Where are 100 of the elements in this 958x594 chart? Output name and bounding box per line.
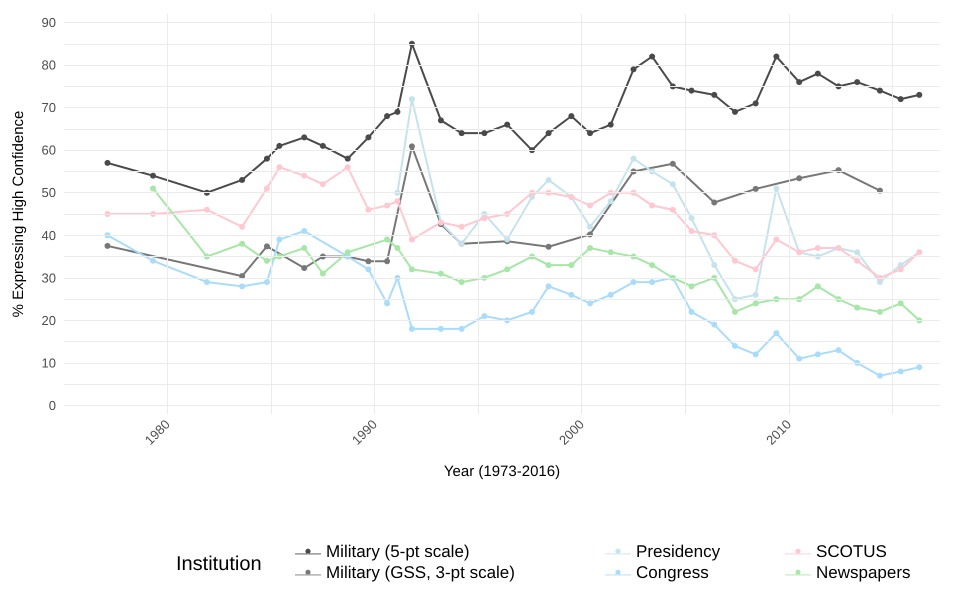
- point: [916, 92, 922, 98]
- point: [670, 160, 676, 167]
- point: [796, 356, 802, 362]
- point: [711, 322, 718, 328]
- point: [458, 224, 465, 230]
- y-tick-label: 80: [42, 58, 56, 73]
- point: [301, 228, 308, 234]
- point: [814, 245, 821, 252]
- point: [546, 283, 552, 290]
- point: [773, 236, 780, 243]
- legend-label: Congress: [636, 563, 709, 582]
- point: [458, 326, 465, 332]
- point: [876, 372, 883, 379]
- point: [608, 122, 614, 128]
- y-tick-label: 10: [42, 355, 56, 370]
- point: [568, 292, 574, 298]
- point: [688, 308, 694, 315]
- point: [320, 142, 326, 149]
- point: [481, 313, 488, 320]
- point: [438, 117, 444, 124]
- point: [276, 142, 282, 149]
- point: [649, 202, 656, 208]
- point: [365, 258, 372, 264]
- point: [365, 206, 372, 213]
- point: [344, 249, 351, 256]
- point: [876, 88, 883, 94]
- point: [898, 266, 904, 272]
- point: [301, 134, 308, 140]
- point: [504, 122, 510, 128]
- point: [752, 351, 759, 358]
- y-tick-label: 60: [42, 142, 56, 158]
- point: [711, 92, 718, 98]
- point: [264, 243, 270, 250]
- point: [546, 262, 552, 268]
- point: [344, 164, 351, 170]
- point: [384, 113, 390, 120]
- point: [898, 96, 904, 102]
- point: [344, 156, 351, 162]
- point: [320, 181, 326, 188]
- point: [688, 88, 694, 94]
- point: [630, 156, 637, 162]
- point: [408, 143, 415, 150]
- point: [104, 242, 110, 249]
- point: [814, 283, 821, 290]
- point: [276, 236, 282, 243]
- point: [630, 279, 637, 286]
- point: [732, 308, 738, 315]
- point: [587, 130, 594, 136]
- point: [752, 186, 759, 192]
- x-axis-title: Year (1973-2016): [444, 463, 560, 480]
- point: [301, 245, 308, 252]
- point: [854, 249, 860, 256]
- y-tick-label: 20: [42, 312, 56, 328]
- point: [384, 300, 390, 306]
- point: [408, 236, 415, 243]
- legend-label: SCOTUS: [816, 542, 887, 561]
- point: [688, 283, 694, 290]
- point: [301, 172, 308, 179]
- point: [732, 258, 738, 264]
- legend-label: Military (GSS, 3-pt scale): [326, 563, 515, 582]
- point: [394, 198, 400, 204]
- point: [264, 258, 270, 264]
- point: [670, 181, 676, 188]
- point: [301, 265, 308, 272]
- point: [394, 108, 400, 115]
- point: [796, 79, 802, 86]
- point: [608, 198, 614, 204]
- point: [239, 176, 246, 183]
- point: [608, 249, 614, 256]
- point: [546, 244, 552, 250]
- point: [752, 266, 759, 272]
- y-tick-label: 30: [42, 270, 56, 286]
- point: [854, 258, 860, 264]
- point: [649, 279, 656, 286]
- y-tick-label: 70: [42, 100, 56, 116]
- point: [384, 258, 390, 264]
- point: [773, 185, 780, 192]
- point: [814, 351, 821, 358]
- point: [898, 300, 904, 306]
- point: [688, 228, 694, 234]
- point: [408, 96, 415, 102]
- y-axis-title: % Expressing High Confidence: [10, 110, 27, 318]
- point: [529, 308, 536, 315]
- point: [752, 300, 759, 306]
- point: [150, 258, 156, 264]
- point: [630, 66, 637, 72]
- point: [239, 283, 246, 290]
- point: [276, 164, 282, 170]
- y-tick-label: 40: [42, 228, 56, 243]
- point: [854, 79, 860, 86]
- point: [587, 224, 594, 230]
- point: [752, 100, 759, 106]
- point: [649, 54, 656, 60]
- point: [876, 308, 883, 315]
- point: [150, 185, 156, 192]
- point: [384, 236, 390, 243]
- point: [568, 262, 574, 268]
- point: [854, 304, 860, 311]
- y-tick-label: 0: [48, 398, 56, 413]
- point: [587, 202, 594, 208]
